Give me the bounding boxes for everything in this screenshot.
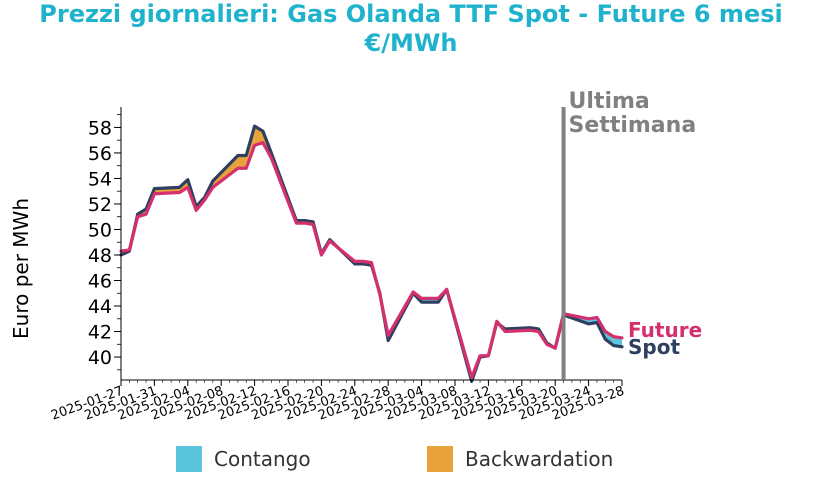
y-tick-label: 52 xyxy=(88,194,112,216)
legend-item-contango: Contango xyxy=(176,446,311,472)
legend-label-backwardation: Backwardation xyxy=(465,447,614,471)
legend: Contango Backwardation xyxy=(0,446,822,476)
chart-title-line2: €/MWh xyxy=(364,29,458,57)
chart-area: 404244464850525456582025-01-272025-01-31… xyxy=(9,89,702,424)
future-end-label: Future xyxy=(628,318,702,342)
axes: 404244464850525456582025-01-272025-01-31… xyxy=(9,107,626,424)
legend-item-backwardation: Backwardation xyxy=(427,446,613,472)
y-tick-label: 56 xyxy=(88,143,112,165)
legend-swatch-contango xyxy=(176,446,202,472)
y-tick-label: 44 xyxy=(88,296,112,318)
y-tick-label: 40 xyxy=(88,347,112,369)
chart-title: Prezzi giornalieri: Gas Olanda TTF Spot … xyxy=(0,0,822,58)
y-tick-label: 48 xyxy=(88,245,112,267)
y-tick-label: 46 xyxy=(88,270,112,292)
last-week-label: Ultima xyxy=(569,89,650,114)
y-tick-label: 58 xyxy=(88,117,112,139)
y-tick-label: 54 xyxy=(88,168,112,190)
spot-end-label: Spot xyxy=(628,335,680,359)
last-week-label: Settimana xyxy=(569,113,697,138)
series-lines xyxy=(119,124,624,383)
y-tick-label: 42 xyxy=(88,322,112,344)
backwardation-area xyxy=(237,155,247,169)
legend-swatch-backwardation xyxy=(427,446,453,472)
y-tick-label: 50 xyxy=(88,219,112,241)
chart-title-line1: Prezzi giornalieri: Gas Olanda TTF Spot … xyxy=(39,0,783,28)
y-axis-label: Euro per MWh xyxy=(9,198,33,339)
legend-label-contango: Contango xyxy=(214,447,311,471)
series-line-future xyxy=(119,141,624,380)
